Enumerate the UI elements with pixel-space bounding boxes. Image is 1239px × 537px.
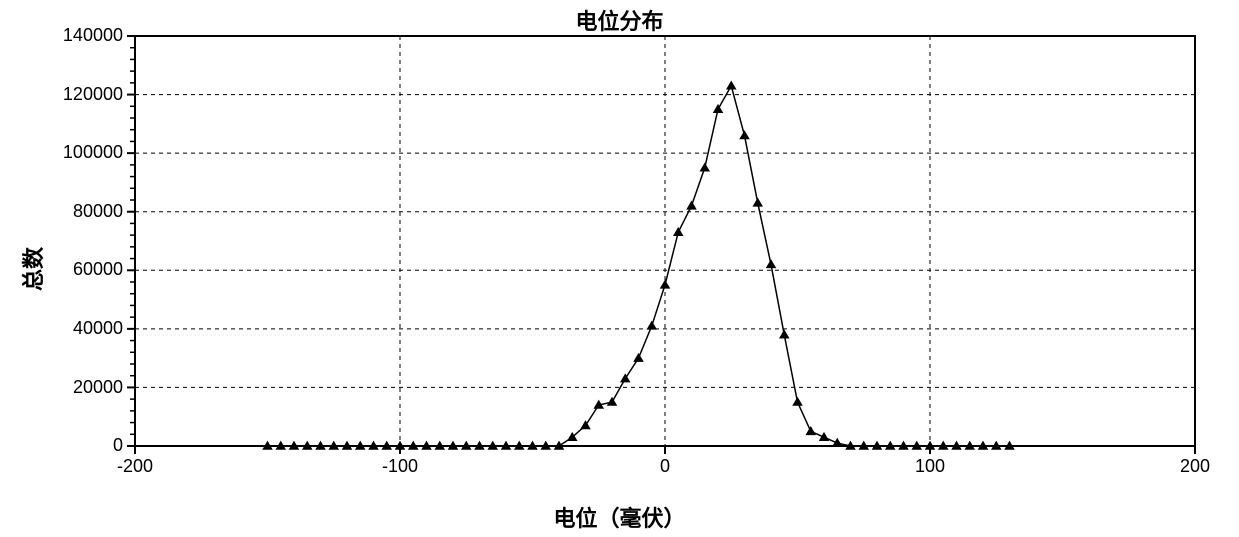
x-tick-label: -100	[360, 456, 440, 477]
y-tick-label: 40000	[33, 318, 123, 339]
x-tick-label: 200	[1155, 456, 1235, 477]
x-tick-label: 0	[625, 456, 705, 477]
x-axis-label: 电位（毫伏）	[0, 501, 1239, 533]
y-tick-label: 20000	[33, 377, 123, 398]
y-tick-label: 60000	[33, 259, 123, 280]
x-tick-label: -200	[95, 456, 175, 477]
y-tick-label: 0	[33, 435, 123, 456]
y-tick-label: 120000	[33, 84, 123, 105]
plot-area	[135, 36, 1195, 446]
y-tick-label: 100000	[33, 142, 123, 163]
y-tick-label: 80000	[33, 201, 123, 222]
chart-title: 电位分布	[0, 4, 1239, 36]
chart-container: 电位分布 总数 电位（毫伏） 0200004000060000800001000…	[0, 0, 1239, 537]
y-tick-label: 140000	[33, 25, 123, 46]
x-tick-label: 100	[890, 456, 970, 477]
